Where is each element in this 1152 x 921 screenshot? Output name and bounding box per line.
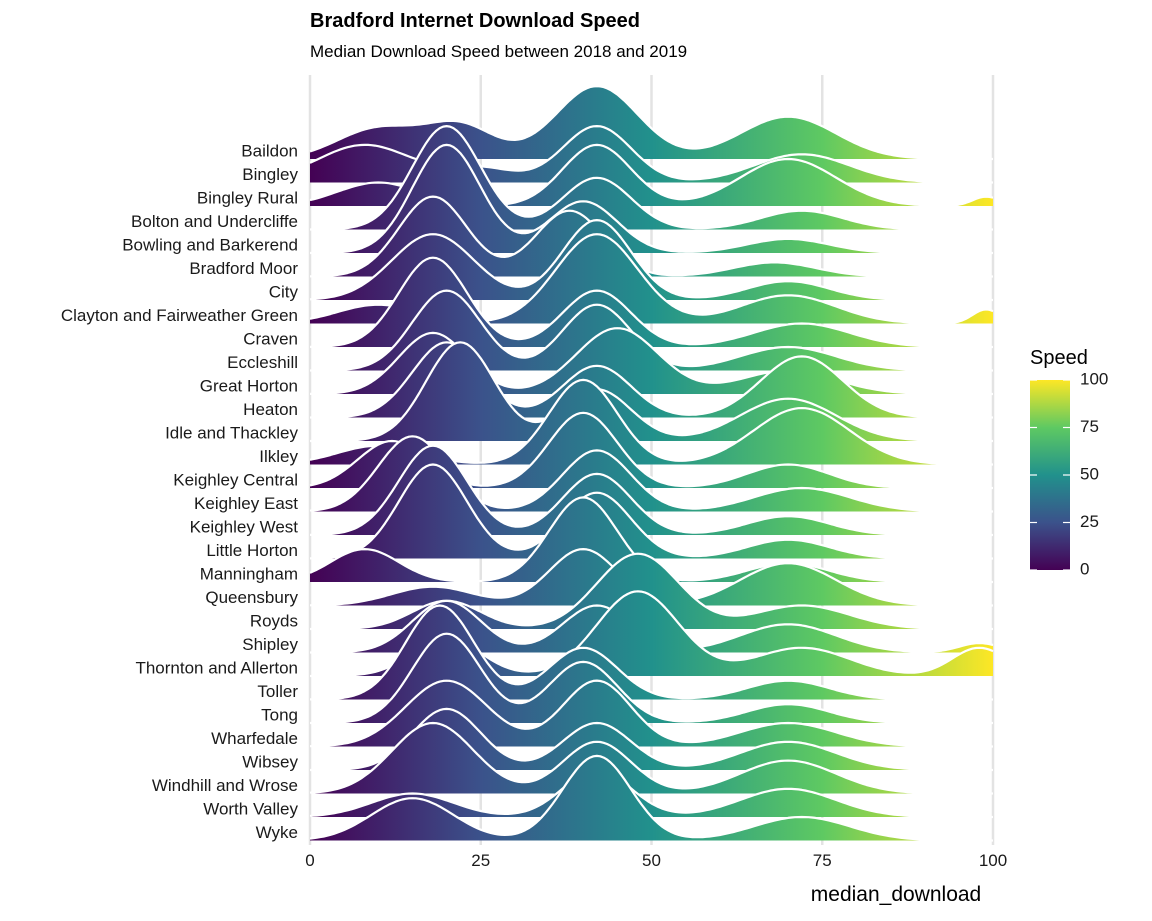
ridge-outline-worth-valley	[309, 768, 993, 819]
ridge-outline-windhill-and-wrose	[309, 721, 993, 795]
y-tick-label-wharfedale: Wharfedale	[211, 729, 298, 748]
y-tick-label-windhill-and-wrose: Windhill and Wrose	[152, 776, 298, 795]
ridge-outline-bradford-moor	[309, 195, 993, 278]
y-tick-label-keighley-central: Keighley Central	[173, 470, 298, 489]
y-tick-label-eccleshill: Eccleshill	[227, 353, 298, 372]
legend-tick-label-25: 25	[1080, 512, 1099, 531]
y-tick-label-heaton: Heaton	[243, 400, 298, 419]
ridge-fill-manningham	[310, 497, 993, 582]
ridge-fill-bingley-rural	[310, 144, 993, 206]
y-tick-label-manningham: Manningham	[200, 564, 298, 583]
ridge-outline-keighley-west	[309, 444, 993, 537]
y-tick-label-bradford-moor: Bradford Moor	[189, 259, 298, 278]
y-tick-label-worth-valley: Worth Valley	[203, 799, 298, 818]
y-tick-label-queensbury: Queensbury	[205, 588, 298, 607]
ridge-fill-keighley-west	[310, 445, 993, 535]
ridge-outline-wyke	[309, 754, 993, 842]
ridge-fill-bradford-moor	[310, 196, 993, 277]
x-tick-label-100: 100	[979, 851, 1007, 870]
y-tick-label-great-horton: Great Horton	[200, 376, 298, 395]
x-tick-label-25: 25	[471, 851, 490, 870]
ridge-fill-queensbury	[310, 549, 993, 606]
legend-tick-label-75: 75	[1080, 417, 1099, 436]
y-axis-tick-labels: Baildon Bingley Bingley Rural Bolton and Un…	[61, 141, 299, 842]
ridge-fill-bowling-and-barkerend	[310, 144, 993, 253]
ridge-outline-great-horton	[310, 327, 993, 396]
ridge-fill-royds	[310, 553, 993, 629]
y-tick-label-keighley-east: Keighley East	[194, 494, 298, 513]
legend-title: Speed	[1030, 347, 1088, 369]
y-tick-label-keighley-west: Keighley West	[190, 517, 299, 536]
y-tick-label-wyke: Wyke	[256, 823, 298, 842]
ridge-fill-wharfedale	[310, 680, 993, 747]
x-tick-label-50: 50	[642, 851, 661, 870]
x-axis-tick-labels: 0 25 50 75 100	[305, 851, 1007, 870]
ridge-outline-heaton	[310, 341, 993, 419]
y-tick-label-bolton-and-undercliffe: Bolton and Undercliffe	[131, 212, 298, 231]
y-tick-label-ilkley: Ilkley	[259, 447, 298, 466]
ridge-fill-wibsey	[310, 708, 993, 770]
ridge-outline-keighley-east	[309, 435, 993, 513]
ridge-outline-idle-and-thackley	[310, 341, 993, 443]
ridge-fill-city	[310, 220, 993, 300]
ridge-outline-craven	[309, 256, 993, 349]
ridge-outline-bolton-and-undercliffe	[309, 125, 993, 231]
ridge-fill-clayton-and-fairweather-green	[310, 234, 993, 324]
ridge-outline-royds	[310, 552, 993, 631]
ridge-outline-bowling-and-barkerend	[309, 143, 993, 255]
ridge-outline-city	[309, 219, 993, 302]
y-tick-label-royds: Royds	[250, 611, 298, 630]
chart-subtitle: Median Download Speed between 2018 and 2…	[310, 42, 688, 61]
ridge-outline-little-horton	[309, 463, 993, 560]
ridge-outline-baildon	[309, 85, 993, 161]
y-tick-label-shipley: Shipley	[242, 635, 298, 654]
x-axis-title: median_download	[811, 883, 981, 906]
ridge-outline-tong	[310, 632, 993, 725]
legend-tick-label-0: 0	[1080, 559, 1089, 578]
y-tick-label-thornton-and-allerton: Thornton and Allerton	[135, 658, 298, 677]
y-tick-label-clayton-and-fairweather-green: Clayton and Fairweather Green	[61, 306, 298, 325]
y-tick-label-little-horton: Little Horton	[206, 541, 298, 560]
y-tick-label-bingley-rural: Bingley Rural	[197, 188, 298, 207]
ridge-fill-eccleshill	[310, 290, 993, 371]
ridge-fill-worth-valley	[310, 770, 993, 817]
ridge-fill-windhill-and-wrose	[310, 723, 993, 794]
legend-tick-label-100: 100	[1080, 369, 1108, 388]
y-tick-label-tong: Tong	[261, 705, 298, 724]
y-tick-label-wibsey: Wibsey	[242, 752, 298, 771]
ridge-fill-little-horton	[310, 464, 993, 559]
ridge-fill-baildon	[310, 86, 993, 159]
ridge-outline-wharfedale	[310, 679, 993, 748]
y-tick-label-bowling-and-barkerend: Bowling and Barkerend	[122, 235, 298, 254]
legend-ticks: 100 75 50 25 0	[1030, 369, 1108, 578]
ridges	[309, 85, 994, 842]
x-tick-label-75: 75	[813, 851, 832, 870]
y-tick-label-bingley: Bingley	[242, 165, 298, 184]
y-tick-label-baildon: Baildon	[241, 141, 298, 160]
y-tick-label-idle-and-thackley: Idle and Thackley	[165, 423, 298, 442]
ridge-outline-wibsey	[310, 707, 993, 772]
y-tick-label-city: City	[269, 282, 299, 301]
legend: Speed 100 75 50 25 0	[1030, 347, 1108, 578]
ridge-fill-ilkley	[310, 379, 993, 465]
y-tick-label-toller: Toller	[257, 682, 298, 701]
legend-tick-label-50: 50	[1080, 464, 1099, 483]
y-tick-label-craven: Craven	[243, 329, 298, 348]
x-tick-label-0: 0	[305, 851, 314, 870]
ridge-fill-keighley-east	[310, 436, 993, 512]
ridge-outline-toller	[310, 604, 993, 701]
chart-title: Bradford Internet Download Speed	[310, 10, 641, 32]
ridge-fill-shipley	[310, 600, 993, 653]
